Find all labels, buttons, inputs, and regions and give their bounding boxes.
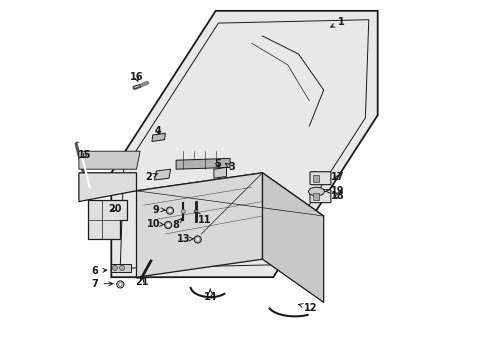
- FancyBboxPatch shape: [309, 172, 330, 185]
- Circle shape: [120, 265, 124, 270]
- Polygon shape: [79, 151, 140, 169]
- Circle shape: [117, 281, 123, 288]
- Polygon shape: [136, 173, 262, 277]
- Polygon shape: [88, 200, 127, 239]
- Text: 21: 21: [135, 276, 148, 287]
- Polygon shape: [136, 173, 323, 234]
- Polygon shape: [133, 85, 141, 89]
- Polygon shape: [213, 167, 226, 178]
- Text: 16: 16: [129, 72, 143, 82]
- Polygon shape: [154, 169, 170, 180]
- Text: 6: 6: [92, 266, 106, 276]
- Circle shape: [196, 238, 199, 241]
- Circle shape: [194, 236, 201, 243]
- Circle shape: [112, 265, 117, 270]
- Polygon shape: [106, 211, 120, 227]
- Text: 5: 5: [214, 159, 221, 169]
- Bar: [111, 264, 131, 272]
- Text: 11: 11: [196, 212, 211, 225]
- Bar: [193, 211, 198, 212]
- Text: 19: 19: [325, 186, 344, 196]
- Text: 14: 14: [203, 289, 217, 302]
- Text: 20: 20: [108, 204, 122, 214]
- Polygon shape: [152, 133, 165, 141]
- Text: 13: 13: [176, 234, 193, 244]
- Text: 9: 9: [152, 204, 165, 215]
- Text: 7: 7: [92, 279, 113, 289]
- Polygon shape: [176, 158, 230, 169]
- Text: 8: 8: [172, 218, 182, 230]
- Text: 18: 18: [330, 191, 344, 201]
- Circle shape: [181, 210, 185, 214]
- Circle shape: [166, 224, 169, 226]
- Ellipse shape: [308, 187, 324, 196]
- Circle shape: [164, 221, 171, 229]
- Text: 4: 4: [154, 126, 161, 136]
- Bar: [312, 175, 318, 182]
- Polygon shape: [262, 173, 323, 302]
- FancyBboxPatch shape: [309, 190, 330, 203]
- Text: 17: 17: [331, 172, 344, 183]
- Text: 15: 15: [78, 150, 92, 160]
- Polygon shape: [111, 11, 377, 277]
- Text: 2: 2: [145, 172, 158, 182]
- Circle shape: [166, 207, 173, 214]
- Text: 10: 10: [147, 219, 163, 229]
- Text: 12: 12: [298, 303, 317, 313]
- Text: 1: 1: [330, 17, 345, 27]
- Text: 3: 3: [225, 162, 235, 172]
- Circle shape: [168, 209, 171, 212]
- Circle shape: [118, 283, 122, 286]
- Polygon shape: [79, 173, 136, 202]
- Bar: [312, 193, 318, 200]
